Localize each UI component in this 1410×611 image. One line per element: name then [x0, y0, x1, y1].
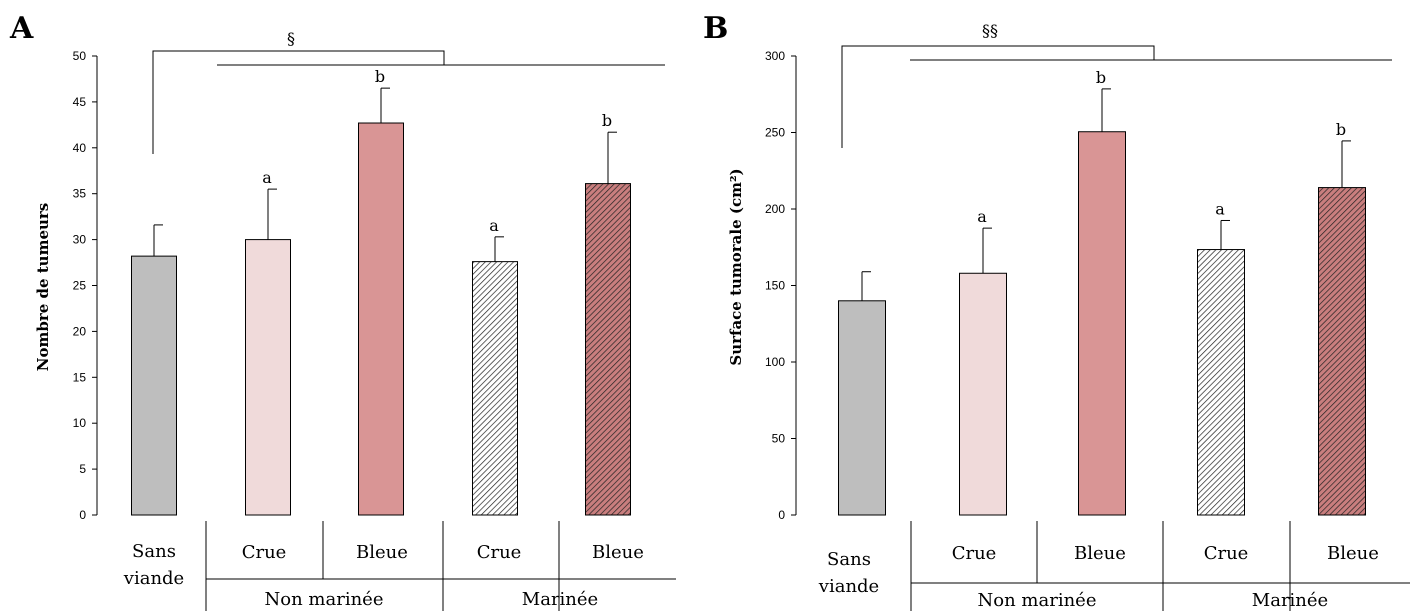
panel-b-bar [959, 272, 1007, 516]
panel-b-bracket-label: §§ [982, 21, 998, 40]
panel-b-category-label-no-meat: viande [818, 576, 879, 597]
panel-a-significance-letter: a [489, 216, 499, 235]
panel-b-y-tick-label: 150 [765, 279, 785, 293]
panel-a-y-tick-label: 35 [73, 187, 87, 201]
panel-a-bar [245, 239, 291, 516]
panel-a-category-label-no-meat: viande [123, 568, 184, 589]
panel-b-y-tick-label: 100 [765, 355, 785, 369]
panel-b-bar [1197, 249, 1245, 516]
panel-a-y-tick-label: 10 [73, 416, 87, 430]
panel-a-y-axis-label: Nombre de tumeurs [34, 203, 52, 372]
panel-a-y-tick-label: 25 [73, 279, 87, 293]
panel-b-y-tick-label: 50 [772, 432, 786, 446]
panel-b-bar [1078, 131, 1126, 516]
panel-b-significance-letter: b [1336, 120, 1346, 139]
panel-b-category-label-no-meat: Sans [827, 549, 871, 570]
panel-a-bracket-label: § [287, 29, 295, 48]
panel-b-category-label-group: Marinée [1252, 590, 1328, 611]
panel-a-y-tick-label: 0 [79, 508, 86, 522]
panel-b-y-axis-label: Surface tumorale (cm²) [727, 168, 745, 365]
panel-a-significance-letter: b [602, 111, 612, 130]
panel-b-category-label-treatment: Bleue [1327, 543, 1379, 564]
panel-a-bar [585, 183, 631, 516]
panel-a-category-label-group: Marinée [522, 589, 598, 610]
panel-b-bracket [841, 45, 1155, 148]
panel-a-category-label-no-meat: Sans [132, 541, 176, 562]
panel-a-bar [472, 261, 518, 516]
panel-b-category-label-treatment: Bleue [1074, 543, 1126, 564]
panel-a-y-tick-label: 20 [73, 324, 87, 338]
panel-a-category-label-treatment: Bleue [356, 542, 408, 563]
panel-a-y-tick-label: 15 [73, 370, 87, 384]
panel-a-y-tick-label: 50 [73, 49, 87, 63]
panel-b-significance-letter: a [1215, 199, 1225, 218]
panel-a-bar [358, 122, 404, 516]
panel-b-plot-area: 0 50 100 150 200 250 300 a b a b §§ Sans viande Crue Bl… [765, 21, 1410, 611]
panel-b-y-tick-label: 300 [765, 49, 785, 63]
panel-a-category-label-treatment: Crue [477, 542, 522, 563]
panel-b-y-tick-label: 250 [765, 126, 785, 140]
panel-b-bar [838, 300, 886, 516]
panel-a-y-tick-label: 30 [73, 233, 87, 247]
panel-a-y-tick-label: 5 [79, 462, 86, 476]
panel-a-significance-letter: b [375, 67, 385, 86]
panel-b-y-tick-label: 0 [778, 508, 785, 522]
panel-a: A Nombre de tumeurs 0 5 10 15 20 25 30 35 40 45 50… [9, 11, 676, 611]
panel-b-category-label-group: Non marinée [978, 590, 1097, 611]
panel-b-category-label-treatment: Crue [1204, 543, 1249, 564]
panel-a-bracket [152, 50, 445, 154]
panel-b-significance-letter: b [1096, 68, 1106, 87]
panel-b-category-label-treatment: Crue [952, 543, 997, 564]
panel-a-plot-area: 0 5 10 15 20 25 30 35 40 45 50 a b a b § Sans viande Crue B… [73, 29, 676, 611]
panel-b-y-tick-label: 200 [765, 202, 785, 216]
panel-a-y-tick-label: 45 [73, 95, 87, 109]
panel-b-letter: B [703, 11, 728, 46]
panel-a-significance-letter: a [262, 168, 272, 187]
panel-a-y-tick-label: 40 [73, 141, 87, 155]
panel-a-letter: A [9, 11, 34, 46]
panel-b-significance-letter: a [977, 207, 987, 226]
panel-a-category-label-treatment: Bleue [592, 542, 644, 563]
panel-b-bar [1318, 187, 1366, 516]
panel-a-category-label-group: Non marinée [265, 589, 384, 610]
panel-b: B Surface tumorale (cm²) 0 50 100 150 200 250… [703, 11, 1410, 611]
panel-a-category-label-treatment: Crue [242, 542, 287, 563]
panel-a-bar [131, 255, 177, 516]
